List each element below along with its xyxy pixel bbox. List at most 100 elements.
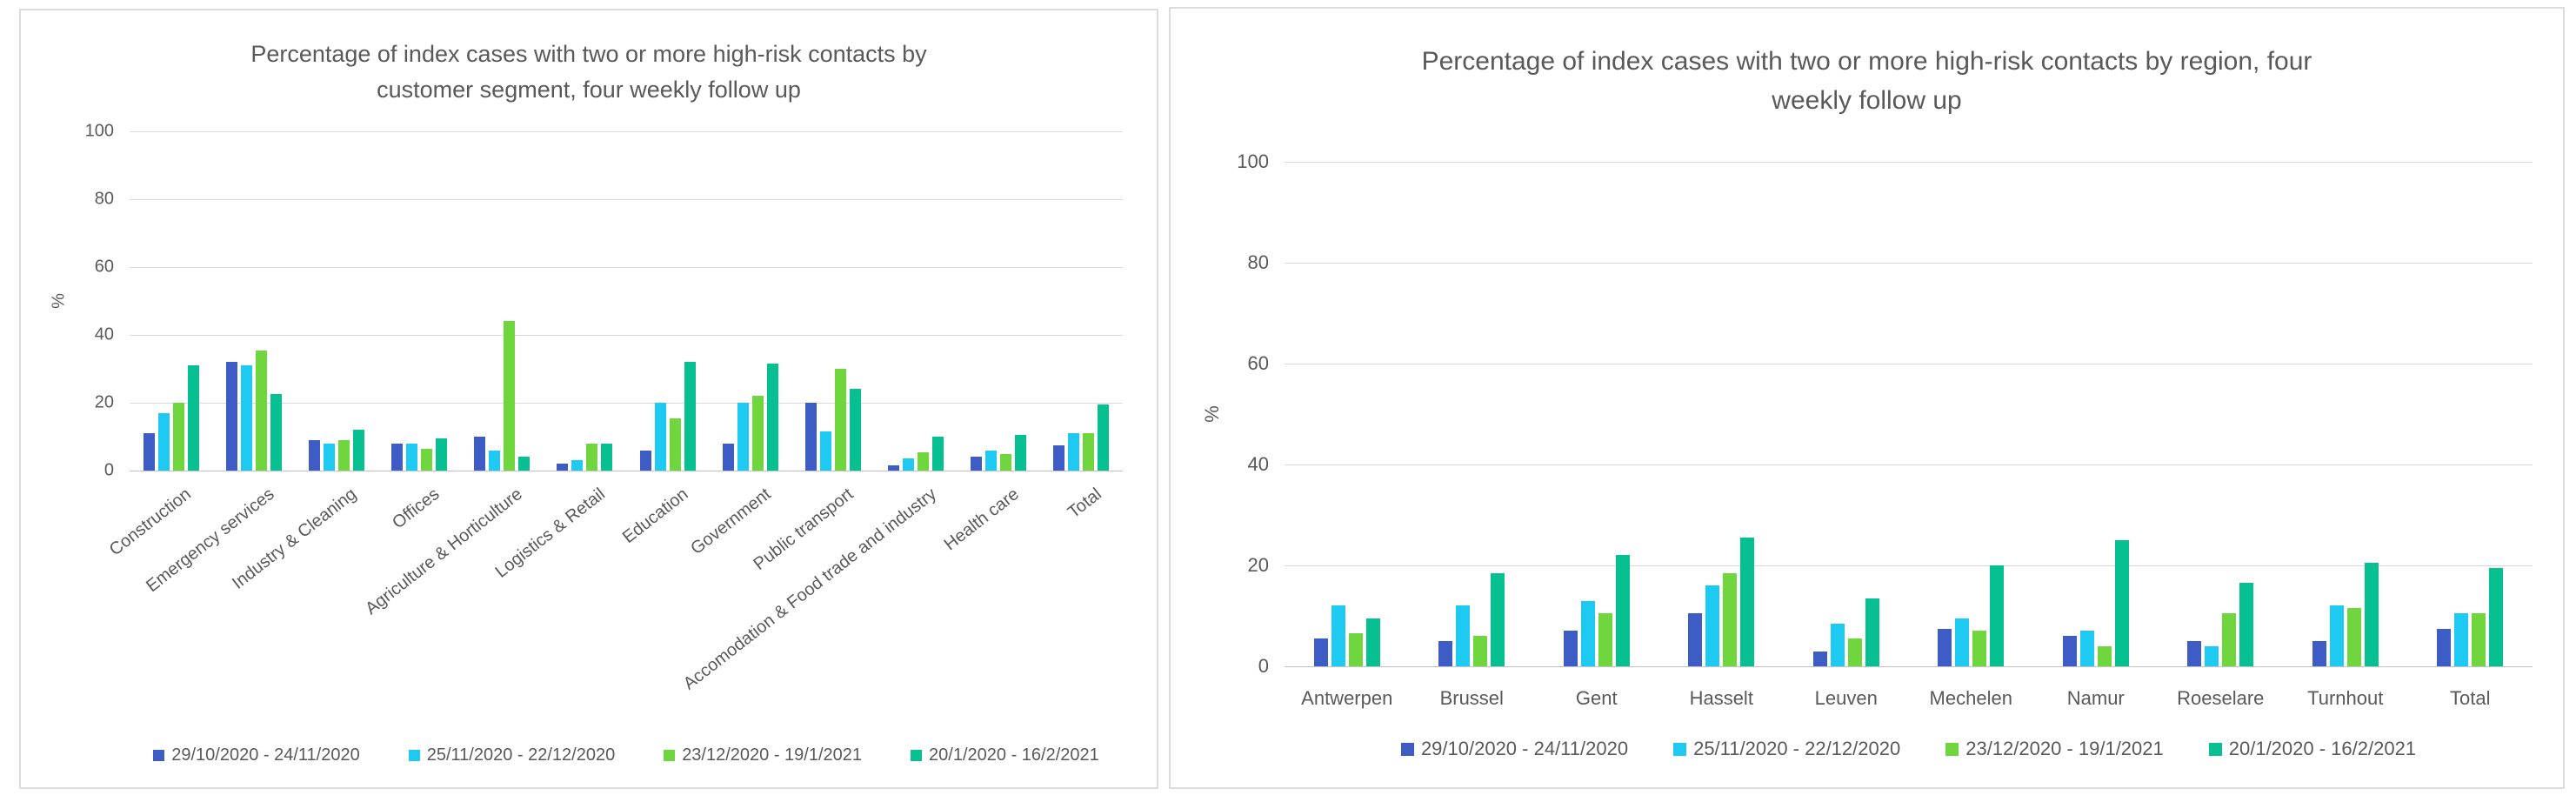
bar [2239, 583, 2254, 666]
y-tick-label: 0 [1258, 655, 1269, 677]
bar [932, 437, 944, 471]
x-category-label: Gent [1575, 687, 1618, 709]
legend-item: 20/1/2020 - 16/2/2021 [911, 745, 1099, 765]
x-category-label: Mechelen [1929, 687, 2012, 709]
x-category-label: Government [687, 485, 775, 559]
legend-item: 29/10/2020 - 24/11/2020 [153, 745, 360, 765]
bar [819, 431, 831, 471]
bar [1438, 641, 1453, 666]
x-category-label: Antwerpen [1301, 687, 1393, 709]
x-category-label: Total [2450, 687, 2491, 709]
legend-label: 25/11/2020 - 22/12/2020 [1693, 738, 1901, 759]
gridline-0 [1285, 666, 2533, 667]
bar [255, 350, 267, 471]
bar [1473, 636, 1488, 666]
bar [1331, 605, 1345, 666]
x-category-label: Leuven [1814, 687, 1878, 709]
bar [1740, 538, 1755, 666]
bar [751, 396, 764, 471]
region-chart-panel: Percentage of index cases with two or mo… [1169, 7, 2565, 789]
gridline-80 [1285, 263, 2533, 264]
legend-label: 20/1/2020 - 16/2/2021 [2228, 738, 2417, 759]
bar [1990, 565, 2005, 666]
gridline-40 [1285, 464, 2533, 465]
bar [337, 439, 350, 471]
gridline-80 [130, 199, 1123, 200]
bar [1456, 605, 1471, 666]
bar [2437, 628, 2452, 666]
bar [1098, 404, 1110, 471]
bar [2114, 540, 2129, 666]
y-tick-label: 80 [1247, 251, 1269, 273]
legend-swatch [2208, 742, 2222, 756]
x-category-label: Health care [940, 485, 1023, 555]
bar [571, 460, 584, 471]
bar [2346, 608, 2361, 666]
legend-label: 20/1/2020 - 16/2/2021 [929, 745, 1099, 765]
legend-swatch [408, 750, 420, 761]
x-category-label: Education [618, 485, 692, 548]
bar [639, 450, 651, 471]
x-category-label: Turnhout [2307, 687, 2384, 709]
bar [1598, 613, 1612, 666]
bar [2097, 645, 2112, 666]
y-tick-label: 60 [94, 257, 114, 277]
x-category-label: Brussel [1439, 687, 1504, 709]
bar [1313, 638, 1328, 666]
legend-item: 25/11/2020 - 22/12/2020 [408, 745, 615, 765]
bar [971, 457, 983, 471]
bar [1563, 631, 1578, 666]
bar [1830, 623, 1845, 666]
bar [2222, 613, 2237, 666]
bar [586, 443, 598, 471]
bar [504, 321, 516, 471]
bar [2329, 605, 2344, 666]
bar [1580, 600, 1595, 666]
bar [1491, 572, 1505, 666]
legend-label: 29/10/2020 - 24/11/2020 [171, 745, 360, 765]
bar [1955, 618, 1970, 666]
region-chart-title: Percentage of index cases with two or mo… [1171, 42, 2563, 120]
bar [1348, 633, 1363, 666]
bar [2472, 613, 2486, 666]
gridline-20 [1285, 565, 2533, 566]
region-plot-area: 0 20 40 60 80 100 [1237, 150, 2533, 677]
segment-x-axis-labels: Construction Emergency services Industry &… [106, 474, 1123, 693]
bar [172, 403, 184, 471]
bar [1847, 638, 1862, 666]
y-tick-label: 20 [1247, 554, 1269, 576]
bar [2364, 563, 2379, 666]
bar [669, 418, 681, 471]
gridline-100 [1285, 162, 2533, 163]
gridline-100 [130, 131, 1123, 132]
region-chart-title-line2: weekly follow up [1772, 86, 1962, 115]
region-chart-title-line1: Percentage of index cases with two or mo… [1421, 47, 2312, 76]
y-tick-label: 40 [1247, 453, 1269, 475]
bar [352, 430, 364, 471]
y-tick-label: 0 [103, 460, 114, 480]
bar [1865, 598, 1879, 666]
legend-label: 23/12/2020 - 19/1/2021 [682, 745, 863, 765]
bar [436, 438, 448, 471]
bar [323, 443, 335, 471]
bar [1365, 618, 1380, 666]
x-category-label: Roeselare [2177, 687, 2265, 709]
legend-swatch [153, 750, 165, 761]
bar [1000, 453, 1012, 471]
bar [601, 443, 613, 471]
bar [406, 443, 418, 471]
bar [474, 437, 486, 471]
x-category-label: Hasselt [1689, 687, 1753, 709]
bar [1015, 435, 1027, 471]
bar [849, 389, 861, 471]
y-tick-label: 60 [1247, 352, 1269, 374]
bar [1615, 555, 1630, 666]
bar [2312, 641, 2326, 666]
bar [225, 362, 237, 471]
segment-chart-title-line2: customer segment, four weekly follow up [377, 76, 801, 103]
bar [489, 450, 501, 471]
x-category-label: Total [1064, 485, 1105, 523]
bar [1688, 613, 1703, 666]
bar [737, 403, 749, 471]
legend-item: 29/10/2020 - 24/11/2020 [1400, 738, 1628, 760]
